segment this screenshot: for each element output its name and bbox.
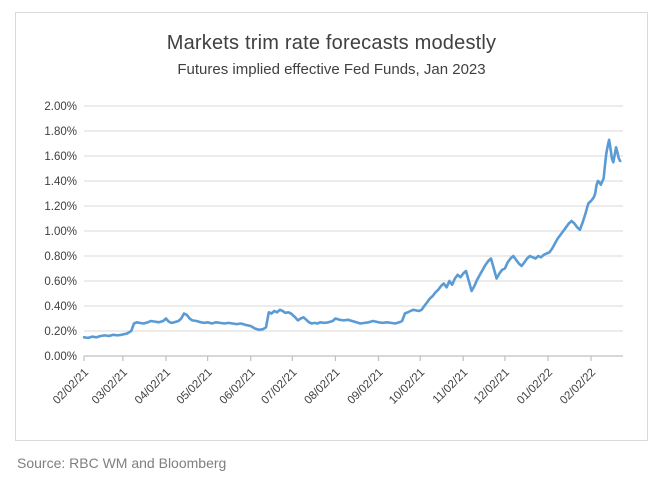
- chart-card: Markets trim rate forecasts modestly Fut…: [15, 12, 648, 441]
- x-tick-label: 01/02/22: [515, 367, 555, 407]
- x-tick-label: 05/02/21: [175, 367, 215, 407]
- x-tick-label: 12/02/21: [472, 367, 512, 407]
- y-tick-label: 0.60%: [44, 276, 77, 288]
- y-tick-label: 0.20%: [44, 326, 77, 338]
- x-tick-label: 10/02/21: [387, 367, 427, 407]
- x-tick-label: 04/02/21: [133, 367, 173, 407]
- x-tick-label: 06/02/21: [218, 367, 258, 407]
- data-series-line: [82, 138, 622, 340]
- x-tick-label: 09/02/21: [345, 367, 385, 407]
- y-tick-label: 1.00%: [44, 226, 77, 238]
- y-tick-label: 0.80%: [44, 251, 77, 263]
- y-tick-label: 1.80%: [44, 126, 77, 138]
- chart-subtitle: Futures implied effective Fed Funds, Jan…: [177, 61, 486, 78]
- y-tick-label: 1.40%: [44, 176, 77, 188]
- x-tick-label: 03/02/21: [90, 367, 130, 407]
- source-note: Source: RBC WM and Bloomberg: [17, 455, 227, 471]
- y-tick-label: 1.60%: [44, 151, 77, 163]
- y-tick-label: 0.40%: [44, 301, 77, 313]
- chart-title: Markets trim rate forecasts modestly: [166, 32, 497, 54]
- fed-funds-line-chart: 0.00% 0.20% 0.40% 0.60% 0.80% 1.00% 1.20% 1.40%…: [44, 101, 623, 407]
- x-tick-label: 11/02/21: [431, 367, 471, 407]
- y-tick-label: 0.00%: [44, 351, 77, 363]
- x-tick-label: 08/02/21: [302, 367, 342, 407]
- x-tick-label: 02/02/22: [558, 367, 598, 407]
- y-tick-label: 2.00%: [44, 101, 77, 113]
- x-tick-label: 07/02/21: [259, 367, 299, 407]
- x-tick-label: 02/02/21: [51, 367, 91, 407]
- y-tick-label: 1.20%: [44, 201, 77, 213]
